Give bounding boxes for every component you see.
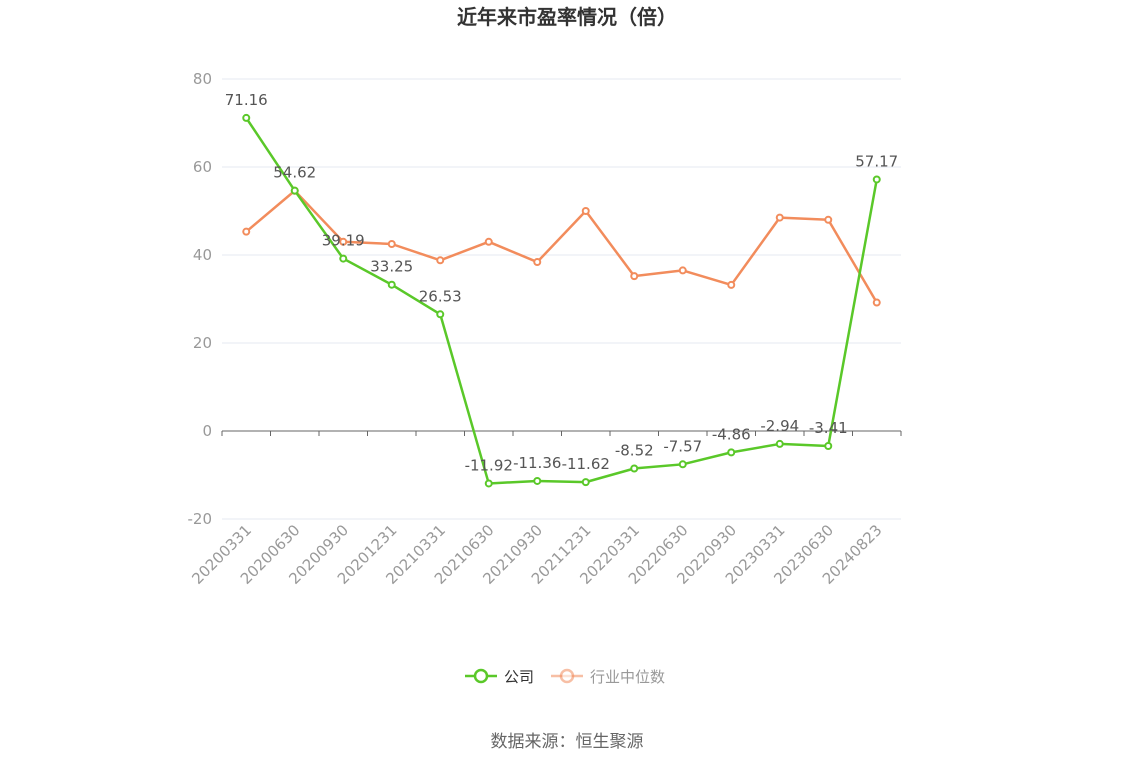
industry-median-point[interactable] (727, 280, 736, 289)
y-tick-label: 80 (193, 70, 212, 88)
data-label: 26.53 (419, 287, 462, 305)
y-tick-label: -20 (188, 510, 213, 528)
company-point[interactable] (727, 448, 736, 457)
legend-item-company[interactable]: 公司 (465, 668, 534, 686)
company-point[interactable] (387, 280, 396, 289)
company-point[interactable] (290, 186, 299, 195)
company-point[interactable] (581, 478, 590, 487)
industry-median-point[interactable] (630, 272, 639, 281)
chart-title: 近年来市盈率情况（倍） (457, 5, 677, 29)
legend[interactable]: 公司 行业中位数 (465, 668, 665, 686)
source-text: 数据来源：恒生聚源 (491, 732, 644, 752)
data-label: 71.16 (225, 91, 268, 109)
industry-median-series-line (245, 189, 878, 304)
y-axis: -20 0 20 40 60 80 (188, 70, 213, 528)
data-label: -7.57 (663, 437, 702, 455)
data-label: 57.17 (855, 152, 898, 170)
grid-layer (222, 78, 901, 520)
series-layer (242, 113, 881, 488)
data-label: -11.62 (562, 455, 610, 473)
data-label: -11.92 (465, 456, 513, 474)
industry-median-point[interactable] (775, 213, 784, 222)
data-label: -3.41 (809, 419, 848, 437)
company-point[interactable] (484, 479, 493, 488)
industry-median-point[interactable] (678, 266, 687, 275)
industry-median-point[interactable] (484, 237, 493, 246)
industry-median-point[interactable] (339, 237, 348, 246)
company-point[interactable] (339, 254, 348, 263)
y-tick-label: 20 (193, 334, 212, 352)
y-tick-label: 0 (202, 422, 212, 440)
industry-median-point[interactable] (533, 258, 542, 267)
company-point[interactable] (775, 439, 784, 448)
industry-median-point[interactable] (581, 207, 590, 215)
data-label: 39.19 (322, 232, 365, 250)
legend-marker (473, 668, 489, 684)
industry-median-point[interactable] (436, 256, 445, 265)
data-labels: 71.16 54.62 39.19 33.25 26.53 -11.92 -11.36 -11… (225, 91, 898, 475)
legend-item-industry-median[interactable]: 行业中位数 (551, 668, 665, 686)
legend-label: 行业中位数 (590, 668, 665, 686)
company-point[interactable] (533, 476, 542, 485)
company-point[interactable] (824, 442, 833, 451)
industry-median-point[interactable] (242, 227, 251, 236)
data-label: -8.52 (615, 441, 654, 459)
company-point[interactable] (436, 310, 445, 319)
data-label: 54.62 (273, 164, 316, 182)
y-tick-label: 60 (193, 158, 212, 176)
data-label: -4.86 (712, 425, 751, 443)
company-point[interactable] (630, 464, 639, 473)
company-point[interactable] (242, 113, 251, 122)
industry-median-point[interactable] (387, 240, 396, 248)
company-series-line (245, 117, 878, 485)
industry-median-point[interactable] (824, 215, 833, 224)
y-tick-label: 40 (193, 246, 212, 264)
data-label: -2.94 (760, 417, 799, 435)
data-label: -11.36 (513, 454, 561, 472)
legend-marker (559, 668, 575, 684)
industry-median-point[interactable] (872, 298, 881, 307)
legend-label: 公司 (504, 668, 534, 686)
company-point[interactable] (872, 175, 881, 184)
company-point[interactable] (678, 460, 687, 469)
data-label: 33.25 (370, 258, 413, 276)
